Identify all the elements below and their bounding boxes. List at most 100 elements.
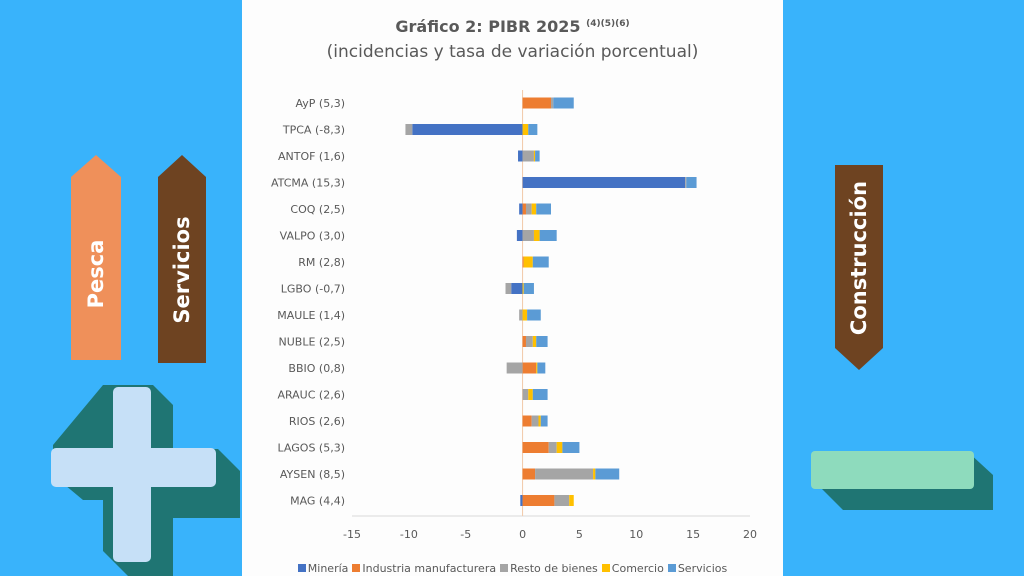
legend-item: Industria manufacturera [352, 562, 496, 575]
category-label: AyP (5,3) [296, 97, 346, 110]
bar-segment-industria-manufacturera [522, 203, 526, 215]
bar-segment-comercio [522, 309, 528, 321]
category-label: AYSEN (8,5) [280, 468, 345, 481]
chart-panel: Gráfico 2: PIBR 2025 (4)(5)(6) (incidenc… [242, 0, 783, 576]
category-label: LAGOS (5,3) [278, 442, 345, 455]
bar-segment-industria-manufacturera [522, 468, 536, 480]
bar-segment-servicios [539, 230, 557, 241]
x-tick-label: 20 [743, 528, 757, 541]
category-label: ATCMA (15,3) [271, 177, 345, 190]
bar-segment-resto-de-bienes [535, 468, 594, 480]
x-tick-label: 15 [686, 528, 700, 541]
minus-icon-bar [811, 451, 974, 489]
bar-segment-servicios [536, 203, 551, 215]
bar-segment-servicios [562, 442, 580, 453]
bar-segment-comercio [523, 256, 533, 268]
category-label: LGBO (-0,7) [281, 283, 345, 296]
legend-label: Resto de bienes [510, 562, 598, 575]
bar-segment-resto-de-bienes [522, 230, 534, 241]
bar-segment-resto-de-bienes [551, 97, 554, 109]
bar-segment-comercio [536, 362, 538, 374]
chart-title-text: Gráfico 2: PIBR 2025 [395, 17, 581, 36]
bar-segment-minería [522, 177, 686, 188]
bar-segment-servicios [532, 389, 548, 400]
bar-segment-minería [520, 495, 523, 506]
bar-segment-servicios [540, 415, 548, 427]
chart-title: Gráfico 2: PIBR 2025 (4)(5)(6) [242, 17, 783, 36]
bar-segment-resto-de-bienes [522, 150, 534, 162]
plus-icon-horizontal [51, 448, 216, 487]
construccion-arrow-shape [835, 165, 883, 370]
bar-segment-servicios [553, 97, 574, 109]
category-label: MAULE (1,4) [277, 309, 345, 322]
bar-segment-comercio [522, 124, 529, 135]
category-label: ARAUC (2,6) [277, 389, 345, 402]
bar-chart: AyP (5,3) TPCA (-8,3) ANTOF (1,6) ATCMA (15… [271, 90, 757, 541]
bar-segment-minería [516, 230, 523, 241]
plus-icon [51, 385, 240, 576]
bar-segment-servicios [527, 309, 541, 321]
bar-segment-industria-manufacturera [522, 415, 532, 427]
bar-segment-servicios [532, 256, 549, 268]
category-label: RM (2,8) [298, 256, 345, 269]
legend-label: Industria manufacturera [362, 562, 497, 575]
category-label: VALPO (3,0) [280, 230, 345, 243]
x-tick-label: -10 [400, 528, 418, 541]
bar-segment-servicios [536, 336, 548, 347]
servicios-arrow-label: Servicios [170, 216, 194, 324]
bar-segment-resto-de-bienes [548, 442, 557, 453]
legend-item: Servicios [667, 562, 728, 575]
bar-segment-minería [511, 283, 523, 294]
bar-segment-comercio [556, 442, 563, 453]
legend-item: Comercio [601, 562, 664, 575]
pesca-arrow-shape [71, 155, 121, 360]
bar-segment-comercio [531, 203, 537, 215]
category-label: TPCA (-8,3) [282, 124, 345, 137]
minus-icon [811, 451, 993, 510]
servicios-arrow-shape [158, 155, 206, 363]
bar-segment-comercio [533, 150, 536, 162]
bar-segment-resto-de-bienes [505, 283, 512, 294]
bar-segment-servicios [686, 177, 697, 188]
bar-segment-industria-manufacturera [522, 336, 526, 347]
pesca-arrow-label: Pesca [84, 239, 108, 309]
category-label: BBIO (0,8) [288, 362, 345, 375]
legend-label: Comercio [611, 562, 664, 575]
x-tick-label: -5 [460, 528, 471, 541]
legend-item: Minería [297, 562, 349, 575]
bar-segment-comercio [569, 495, 574, 506]
bar-segment-comercio [533, 230, 540, 241]
legend-swatch [352, 564, 361, 572]
category-label: RIOS (2,6) [289, 415, 345, 428]
bar-segment-comercio [528, 389, 533, 400]
bar-segment-servicios [537, 362, 546, 374]
bar-segment-comercio [538, 415, 541, 427]
bar-segment-servicios [595, 468, 620, 480]
bar-segment-industria-manufacturera [522, 495, 555, 506]
bar-segment-minería [519, 203, 523, 215]
bar-segment-resto-de-bienes [685, 177, 687, 188]
bar-segment-servicios [535, 150, 540, 162]
bar-segment-industria-manufacturera [522, 256, 524, 268]
bar-segment-resto-de-bienes [506, 362, 523, 374]
x-tick-label: 0 [519, 528, 526, 541]
bar-segment-resto-de-bienes [519, 309, 523, 321]
chart-legend: Minería Industria manufacturera Resto de b… [242, 562, 783, 575]
category-label: COQ (2,5) [290, 203, 345, 216]
x-tick-label: 10 [629, 528, 643, 541]
category-label: MAG (4,4) [290, 495, 345, 508]
legend-swatch [667, 564, 676, 572]
legend-swatch [500, 564, 509, 572]
legend-swatch [601, 564, 610, 572]
servicios-arrow-up [158, 155, 206, 363]
bar-segment-servicios [528, 124, 538, 135]
bar-segment-resto-de-bienes [525, 203, 532, 215]
bar-segment-resto-de-bienes [405, 124, 413, 135]
x-tick-label: -15 [343, 528, 361, 541]
legend-label: Servicios [677, 562, 728, 575]
bar-segment-resto-de-bienes [554, 495, 570, 506]
construccion-arrow-label: Construcción [847, 180, 871, 336]
pesca-arrow-up [71, 155, 121, 360]
bar-segment-comercio [593, 468, 596, 480]
legend-label: Minería [307, 562, 349, 575]
